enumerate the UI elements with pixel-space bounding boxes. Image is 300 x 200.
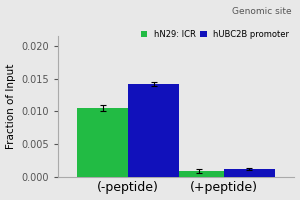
Bar — [77, 108, 128, 177]
Bar — [224, 169, 275, 177]
Y-axis label: Fraction of Input: Fraction of Input — [6, 64, 16, 149]
Bar — [128, 84, 179, 177]
Text: Genomic site: Genomic site — [232, 7, 292, 16]
Legend: hN29: ICR, hUBC2B promoter: hN29: ICR, hUBC2B promoter — [140, 29, 290, 40]
Bar — [173, 171, 224, 177]
